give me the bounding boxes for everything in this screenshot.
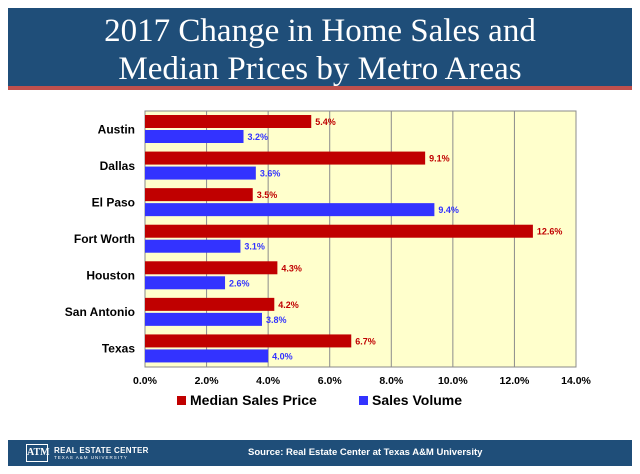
- data-label-sales-volume-el-paso: 9.4%: [438, 205, 459, 215]
- bar-sales-volume-austin: [145, 130, 244, 143]
- category-label-san-antonio: San Antonio: [65, 305, 135, 319]
- data-label-sales-volume-dallas: 3.6%: [260, 169, 281, 179]
- title-line-1: 2017 Change in Home Sales and: [104, 13, 536, 49]
- category-label-el-paso: El Paso: [92, 195, 135, 209]
- atm-logo-icon: ATM: [26, 444, 50, 462]
- title-line-2: Median Prices by Metro Areas: [118, 51, 522, 87]
- plot-area: [144, 110, 577, 368]
- real-estate-center-logo: ATM REAL ESTATE CENTER TEXAS A&M UNIVERS…: [26, 444, 149, 462]
- x-tick-label: 14.0%: [561, 375, 591, 387]
- logo-subtitle: TEXAS A&M UNIVERSITY: [54, 454, 128, 460]
- data-label-sales-volume-fort-worth: 3.1%: [244, 242, 265, 252]
- legend-label-median-sales-price: Median Sales Price: [190, 392, 317, 408]
- data-label-sales-volume-texas: 4.0%: [272, 351, 293, 361]
- category-label-fort-worth: Fort Worth: [74, 232, 135, 246]
- x-tick-label: 8.0%: [379, 375, 404, 387]
- legend-swatch-median-sales-price: [177, 396, 186, 405]
- bar-sales-volume-san-antonio: [145, 312, 262, 326]
- data-label-sales-volume-san-antonio: 3.8%: [266, 315, 287, 325]
- bar-median-sales-price-dallas: [145, 151, 426, 165]
- bar-sales-volume-houston: [145, 276, 226, 290]
- bar-sales-volume-dallas: [145, 166, 256, 180]
- x-tick-label: 6.0%: [318, 375, 343, 387]
- x-tick-label: 10.0%: [438, 375, 468, 387]
- data-label-median-sales-price-houston: 4.3%: [281, 263, 302, 273]
- bar-median-sales-price-houston: [145, 261, 278, 275]
- x-tick-label: 4.0%: [256, 375, 281, 387]
- bar-sales-volume-fort-worth: [145, 239, 241, 253]
- x-tick-label: 12.0%: [500, 375, 530, 387]
- footer-bar: ATM REAL ESTATE CENTER TEXAS A&M UNIVERS…: [8, 440, 632, 466]
- data-label-median-sales-price-fort-worth: 12.6%: [537, 227, 563, 237]
- bar-median-sales-price-el-paso: [145, 188, 253, 202]
- x-tick-label: 2.0%: [195, 375, 220, 387]
- data-label-median-sales-price-austin: 5.4%: [315, 117, 336, 127]
- title-banner: 2017 Change in Home Sales and Median Pri…: [8, 8, 632, 90]
- category-label-houston: Houston: [86, 269, 135, 283]
- data-label-median-sales-price-san-antonio: 4.2%: [278, 300, 299, 310]
- bar-median-sales-price-fort-worth: [145, 224, 533, 238]
- bar-median-sales-price-austin: [145, 115, 312, 128]
- category-label-texas: Texas: [102, 342, 135, 356]
- data-label-median-sales-price-el-paso: 3.5%: [257, 190, 278, 200]
- category-label-dallas: Dallas: [100, 159, 136, 173]
- logo-name: REAL ESTATE CENTER: [54, 445, 149, 455]
- data-label-median-sales-price-dallas: 9.1%: [429, 154, 450, 164]
- bar-sales-volume-el-paso: [145, 203, 435, 217]
- category-label-austin: Austin: [98, 122, 135, 136]
- x-tick-label: 0.0%: [133, 375, 158, 387]
- data-label-median-sales-price-texas: 6.7%: [355, 336, 376, 346]
- bar-median-sales-price-texas: [145, 334, 352, 348]
- bar-sales-volume-texas: [145, 349, 269, 363]
- source-note: Source: Real Estate Center at Texas A&M …: [248, 447, 483, 458]
- bar-median-sales-price-san-antonio: [145, 297, 275, 311]
- legend-swatch-sales-volume: [359, 396, 368, 405]
- data-label-sales-volume-houston: 2.6%: [229, 278, 250, 288]
- legend-label-sales-volume: Sales Volume: [372, 392, 462, 408]
- data-label-sales-volume-austin: 3.2%: [248, 132, 269, 142]
